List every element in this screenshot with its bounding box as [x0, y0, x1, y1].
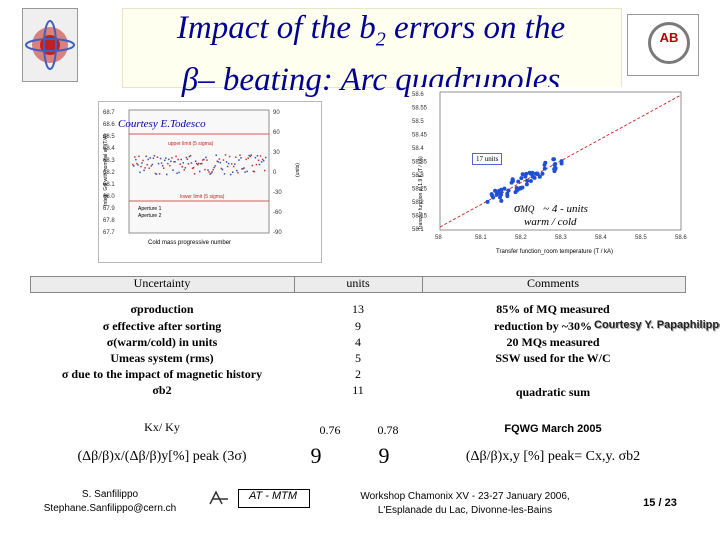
- header-comments-cell: [422, 276, 686, 293]
- row-label-meas-system: Umeas system (rms): [110, 351, 214, 365]
- row-value-meas-system: 5: [355, 351, 361, 365]
- footer-group: AT - MTM: [248, 490, 298, 502]
- right-chart-y-tick: 58.4: [412, 146, 424, 152]
- left-y-tick: 68.3: [103, 158, 115, 164]
- left-y-tick: 67.9: [103, 206, 115, 212]
- beat-label: (Δβ/β)x/(Δβ/β)y[%] peak (3σ): [77, 449, 247, 464]
- courtesy-todesco: Courtesy E.Todesco: [118, 118, 206, 130]
- beat-comment: (Δβ/β)x,y [%] peak= Cx,y. σb2: [465, 449, 641, 464]
- header-units: units: [346, 276, 370, 290]
- courtesy-papaphilippou: Courtesy Y. Papaphilippou: [594, 319, 720, 331]
- left-chart-labels: upper limit (5 sigma) lower limit (5 sig…: [98, 101, 320, 261]
- row-value-warm-cold: 4: [355, 335, 361, 349]
- right-y-tick: 0: [273, 170, 277, 176]
- right-chart-y-tick: 58.3: [412, 173, 424, 179]
- right-chart-x-tick: 58.4: [595, 235, 607, 241]
- right-chart-x-tick: 58.2: [515, 235, 527, 241]
- row-value-effective: 9: [355, 319, 361, 333]
- fqwg-note: FQWG March 2005: [504, 423, 602, 435]
- footer-workshop: Workshop Chamonix XV - 23-27 January 200…: [360, 491, 570, 502]
- right-chart-y-tick: 58.25: [412, 187, 428, 193]
- right-chart-xlabel: Transfer function_room temperature (T / …: [496, 249, 614, 255]
- legend-aperture-1: Aperture 1: [138, 206, 162, 212]
- ky-value: 0.78: [377, 423, 399, 437]
- at-mtm-box: [238, 489, 310, 508]
- right-chart-legend: 17 units: [472, 153, 503, 165]
- footer-venue: L'Esplanade du Lac, Divonne-les-Bains: [377, 505, 553, 516]
- right-chart-y-tick: 58.55: [412, 106, 428, 112]
- header-uncertainty: Uncertainty: [133, 276, 191, 290]
- kx-value: 0.76: [319, 423, 341, 437]
- left-y-tick: 67.7: [103, 230, 115, 236]
- row-label-warm-cold: σ(warm/cold) in units: [106, 335, 218, 349]
- ab-logo-text: AB: [659, 30, 679, 45]
- right-y-tick: 60: [273, 130, 280, 136]
- right-chart-y-tick: 58.1: [412, 227, 424, 233]
- right-chart-x-tick: 58.6: [675, 235, 687, 241]
- ab-logo-ring: [648, 22, 690, 64]
- row-comment-quadratic: quadratic sum: [515, 385, 591, 399]
- row-value-magnetic-history: 2: [355, 367, 361, 381]
- right-chart-x-tick: 58.3: [555, 235, 567, 241]
- right-chart-x-tick: 58: [435, 235, 442, 241]
- footer-author: S. Sanfilippo: [81, 489, 139, 500]
- left-y-tick: 68.7: [103, 110, 115, 116]
- right-chart-y-tick: 58.35: [412, 160, 428, 166]
- header-comments: Comments: [526, 276, 579, 290]
- right-chart-x-tick: 58.1: [475, 235, 487, 241]
- right-chart-ylabel: Transfer function at 1.9 K (T / kA): [418, 156, 424, 230]
- right-chart-y-tick: 58.15: [412, 214, 428, 220]
- row-value-sigma-b2: 11: [352, 383, 364, 397]
- row-label-sigma-b2: σb2: [152, 383, 172, 397]
- right-chart-y-tick: 58.2: [412, 200, 424, 206]
- right-chart-y-tick: 58.45: [412, 133, 428, 139]
- cern-logo: [22, 8, 78, 82]
- legend-aperture-2: Aperture 2: [138, 213, 162, 219]
- beat-x-value: 9: [310, 443, 322, 468]
- row-label-magnetic-history: σ due to the impact of magnetic history: [61, 367, 263, 381]
- right-chart-y-tick: 58.5: [412, 119, 424, 125]
- row-label-effective: σ effective after sorting: [102, 319, 222, 333]
- right-y-tick: 90: [273, 110, 280, 116]
- footer-email: Stephane.Sanfilippo@cern.ch: [43, 503, 177, 514]
- kx-ky-label: Kx/ Ky: [144, 420, 180, 434]
- row-value-production: 13: [352, 302, 364, 316]
- left-y-tick: 68.1: [103, 182, 115, 188]
- row-comment-production: 85% of MQ measured: [496, 302, 610, 316]
- right-y-tick: -30: [273, 190, 282, 196]
- left-y-tick: 67.8: [103, 218, 115, 224]
- beat-y-value: 9: [378, 443, 390, 468]
- right-chart-x-tick: 58.5: [635, 235, 647, 241]
- row-comment-warm-cold: 20 MQs measured: [506, 335, 600, 349]
- right-y-tick: 30: [273, 150, 280, 156]
- left-y-tick: 68.2: [103, 170, 115, 176]
- row-comment-meas-system: SSW used for the W/C: [495, 351, 611, 365]
- right-y-tick: -60: [273, 210, 282, 216]
- transfer-function-chart: 58.6 58.55 58.5 58.45 58.4 58.35 58.3 58.25 58.2…: [410, 87, 710, 257]
- left-y-tick: 68.0: [103, 194, 115, 200]
- row-comment-effective: reduction by ~30%: [493, 319, 592, 333]
- right-chart-y-tick: 58.6: [412, 92, 424, 98]
- slide-title: Impact of the b2 errors on the β– beatin…: [176, 10, 566, 98]
- left-chart-ylabel-right: (units): [294, 163, 301, 177]
- left-chart-xlabel: Cold mass progressive number: [148, 240, 232, 246]
- footer-page-number: 15 / 23: [643, 497, 677, 509]
- integrated-gradient-chart: 68.7 68.6 68.5 68.4 68.3 68.2 68.1 68.0 67.9 67.8…: [98, 101, 322, 263]
- row-label-production: σproduction: [130, 302, 194, 316]
- upper-limit-label: upper limit (5 sigma): [168, 141, 214, 147]
- left-y-tick: 68.5: [103, 134, 115, 140]
- left-y-tick: 68.6: [103, 122, 115, 128]
- lower-limit-label: lower limit (5 sigma): [180, 194, 225, 200]
- beta-symbol-icon: [208, 490, 230, 511]
- sigma-mq-note: σMQ ~ 4 - units warm / cold: [514, 200, 588, 228]
- right-y-tick: -90: [273, 230, 282, 236]
- title-background: [122, 8, 622, 88]
- left-y-tick: 68.4: [103, 146, 115, 152]
- left-chart-ylabel: Integr. Gdl with nominal at I(T/A): [102, 134, 109, 206]
